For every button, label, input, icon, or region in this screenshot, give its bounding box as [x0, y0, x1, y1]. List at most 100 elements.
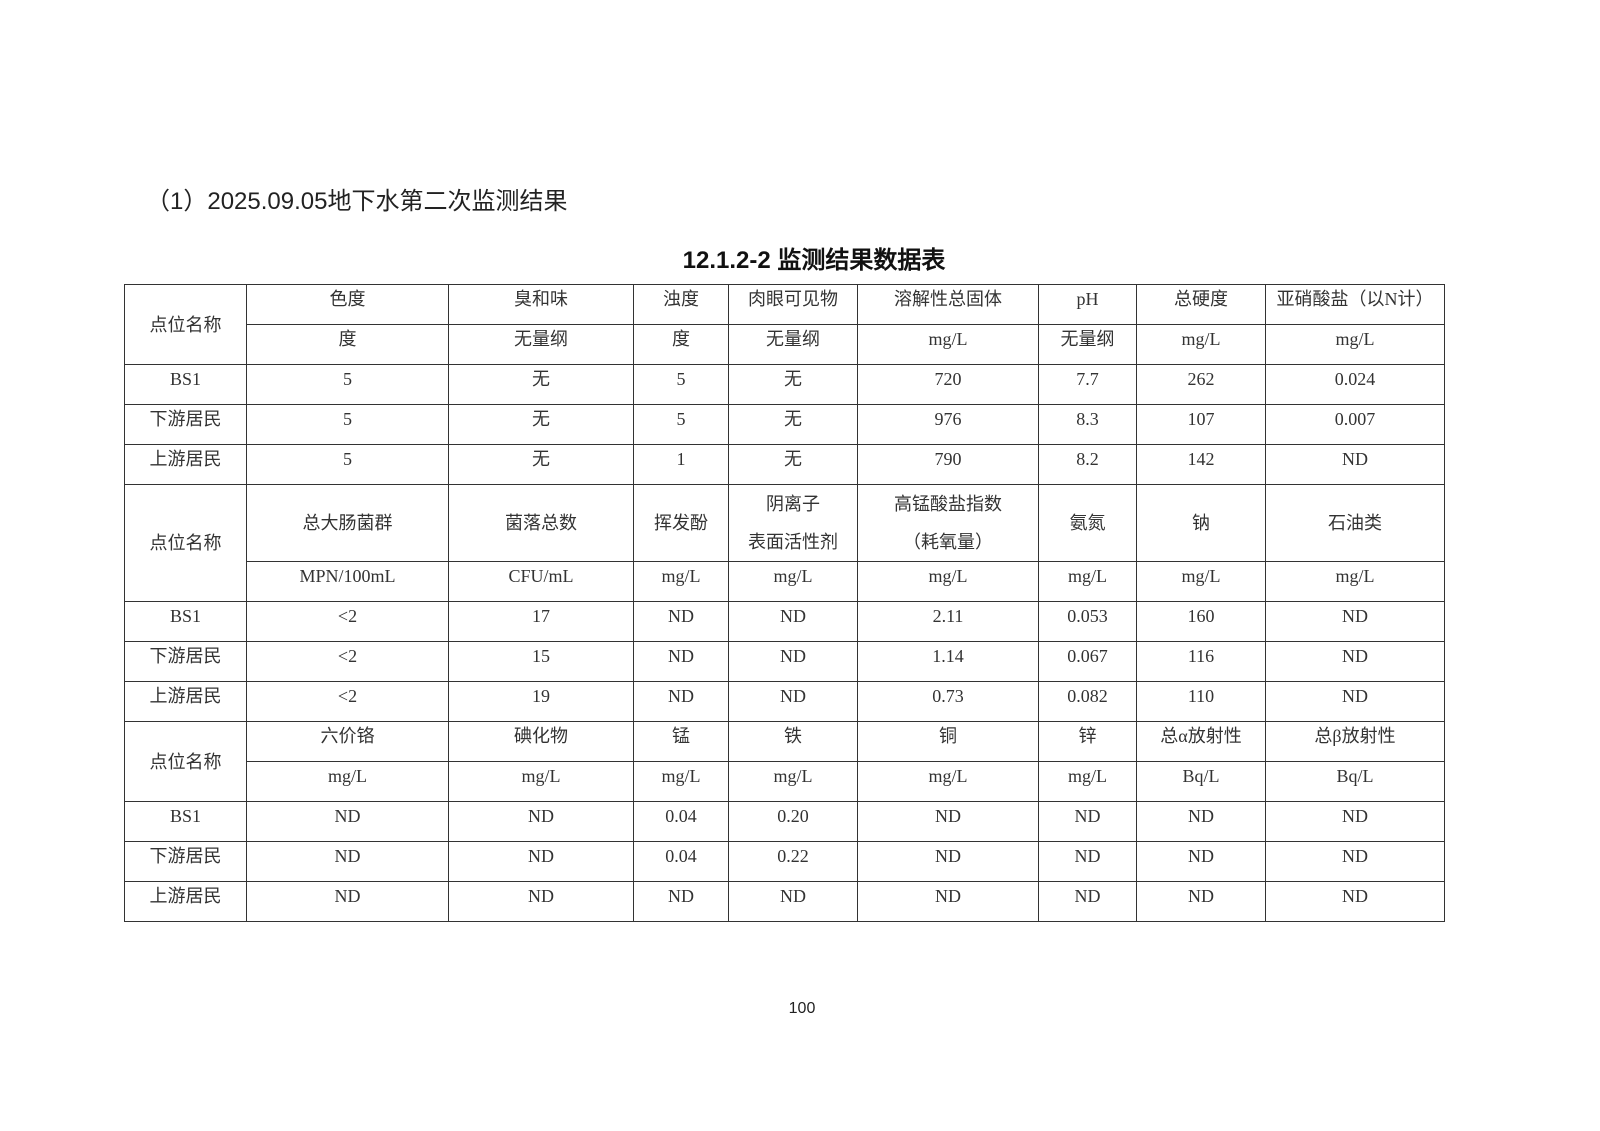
table-row: 下游居民 5 无 5 无 976 8.3 107 0.007: [124, 404, 1445, 445]
page-number: 100: [788, 1000, 816, 1017]
site-name-cell: 上游居民: [124, 681, 247, 722]
param-header: 臭和味: [448, 284, 634, 325]
unit-cell: mg/L: [857, 561, 1039, 602]
value-cell: 17: [448, 601, 634, 642]
param-header: 高锰酸盐指数 （耗氧量）: [857, 484, 1039, 562]
param-header: 氨氮: [1038, 484, 1137, 562]
param-header: 总β放射性: [1265, 721, 1445, 762]
value-cell: ND: [728, 601, 858, 642]
unit-cell: mg/L: [633, 561, 729, 602]
unit-row: mg/L mg/L mg/L mg/L mg/L mg/L Bq/L Bq/L: [125, 761, 1445, 802]
value-cell: <2: [246, 641, 449, 682]
unit-row: 度无量纲度无量纲 mg/L 无量纲 mg/L mg/L: [125, 324, 1445, 365]
value-cell: 5: [246, 404, 449, 445]
table-row: 下游居民 ND ND 0.04 0.22 ND ND ND ND: [124, 841, 1445, 882]
value-cell: 7.7: [1038, 364, 1137, 405]
value-cell: ND: [1038, 881, 1137, 922]
param-header: 阴离子 表面活性剂: [728, 484, 858, 562]
table-row: 上游居民 <2 19 ND ND 0.73 0.082 110 ND: [124, 681, 1445, 722]
value-cell: ND: [1265, 444, 1445, 485]
param-header: pH: [1038, 284, 1137, 325]
unit-cell: mg/L: [1136, 324, 1266, 365]
value-cell: ND: [857, 801, 1039, 842]
unit-cell: mg/L: [1265, 561, 1445, 602]
value-cell: ND: [1265, 881, 1445, 922]
value-cell: <2: [246, 601, 449, 642]
value-cell: 116: [1136, 641, 1266, 682]
monitoring-results-table: 点位名称 色度 臭和味 浊度 肉眼可见物 溶解性总固体 pH 总硬度 亚硝酸盐（以N计）度 无量纲…: [124, 284, 1445, 922]
unit-cell: mg/L: [857, 761, 1039, 802]
site-name-header: 点位名称: [124, 721, 247, 802]
value-cell: 0.082: [1038, 681, 1137, 722]
table-row: 下游居民 <2 15 ND ND 1.14 0.067 116 ND: [124, 641, 1445, 682]
value-cell: 142: [1136, 444, 1266, 485]
value-cell: 无: [448, 364, 634, 405]
value-cell: 5: [633, 404, 729, 445]
value-cell: 0.04: [633, 801, 729, 842]
unit-cell: mg/L: [857, 324, 1039, 365]
value-cell: 无: [448, 444, 634, 485]
site-name-cell: 上游居民: [124, 444, 247, 485]
site-name-cell: 下游居民: [124, 641, 247, 682]
unit-row: MPN/100mL CFU/mL mg/L mg/L mg/L mg/L mg/L mg/L: [125, 561, 1445, 602]
unit-cell: 度: [633, 324, 729, 365]
value-cell: 0.20: [728, 801, 858, 842]
value-cell: 0.04: [633, 841, 729, 882]
param-header: 钠: [1136, 484, 1266, 562]
table-caption: 12.1.2-2 监测结果数据表: [682, 247, 946, 274]
unit-cell: mg/L: [633, 761, 729, 802]
param-header: 锰: [633, 721, 729, 762]
value-cell: ND: [728, 681, 858, 722]
table-row: 上游居民 5 无 1 无 790 8.2 142 ND: [124, 444, 1445, 485]
param-header: 肉眼可见物: [728, 284, 858, 325]
site-name-cell: 上游居民: [124, 881, 247, 922]
value-cell: 无: [728, 444, 858, 485]
value-cell: ND: [1136, 801, 1266, 842]
value-cell: 0.024: [1265, 364, 1445, 405]
value-cell: ND: [1038, 801, 1137, 842]
value-cell: 无: [448, 404, 634, 445]
site-name-cell: BS1: [124, 801, 247, 842]
value-cell: ND: [246, 841, 449, 882]
value-cell: ND: [448, 881, 634, 922]
value-cell: ND: [1265, 681, 1445, 722]
value-cell: 15: [448, 641, 634, 682]
unit-cell: mg/L: [1265, 324, 1445, 365]
site-name-header: 点位名称: [124, 284, 247, 365]
param-header-row: 点位名称 色度 臭和味 浊度 肉眼可见物 溶解性总固体 pH 总硬度 亚硝酸盐（以N计）: [124, 284, 1445, 365]
param-header: 六价铬: [246, 721, 449, 762]
value-cell: 无: [728, 364, 858, 405]
value-cell: ND: [1136, 841, 1266, 882]
param-header: 铁: [728, 721, 858, 762]
value-cell: 1.14: [857, 641, 1039, 682]
value-cell: 790: [857, 444, 1039, 485]
value-cell: ND: [857, 841, 1039, 882]
param-header: 总大肠菌群: [246, 484, 449, 562]
value-cell: <2: [246, 681, 449, 722]
value-cell: 160: [1136, 601, 1266, 642]
value-cell: 8.3: [1038, 404, 1137, 445]
param-header: 石油类: [1265, 484, 1445, 562]
value-cell: 976: [857, 404, 1039, 445]
value-cell: 720: [857, 364, 1039, 405]
site-name-header: 点位名称: [124, 484, 247, 602]
value-cell: ND: [448, 801, 634, 842]
value-cell: ND: [728, 881, 858, 922]
value-cell: 107: [1136, 404, 1266, 445]
param-header: 总α放射性: [1136, 721, 1266, 762]
value-cell: ND: [633, 681, 729, 722]
param-header: 色度: [246, 284, 449, 325]
param-header: 浊度: [633, 284, 729, 325]
unit-cell: mg/L: [246, 761, 449, 802]
unit-cell: 无量纲: [1038, 324, 1137, 365]
table-row: 上游居民 ND ND ND ND ND ND ND ND: [124, 881, 1445, 922]
value-cell: ND: [246, 881, 449, 922]
site-name-cell: BS1: [124, 364, 247, 405]
value-cell: ND: [1265, 601, 1445, 642]
value-cell: ND: [633, 641, 729, 682]
unit-cell: Bq/L: [1136, 761, 1266, 802]
site-name-cell: 下游居民: [124, 404, 247, 445]
param-header: 菌落总数: [448, 484, 634, 562]
unit-cell: 度: [246, 324, 449, 365]
